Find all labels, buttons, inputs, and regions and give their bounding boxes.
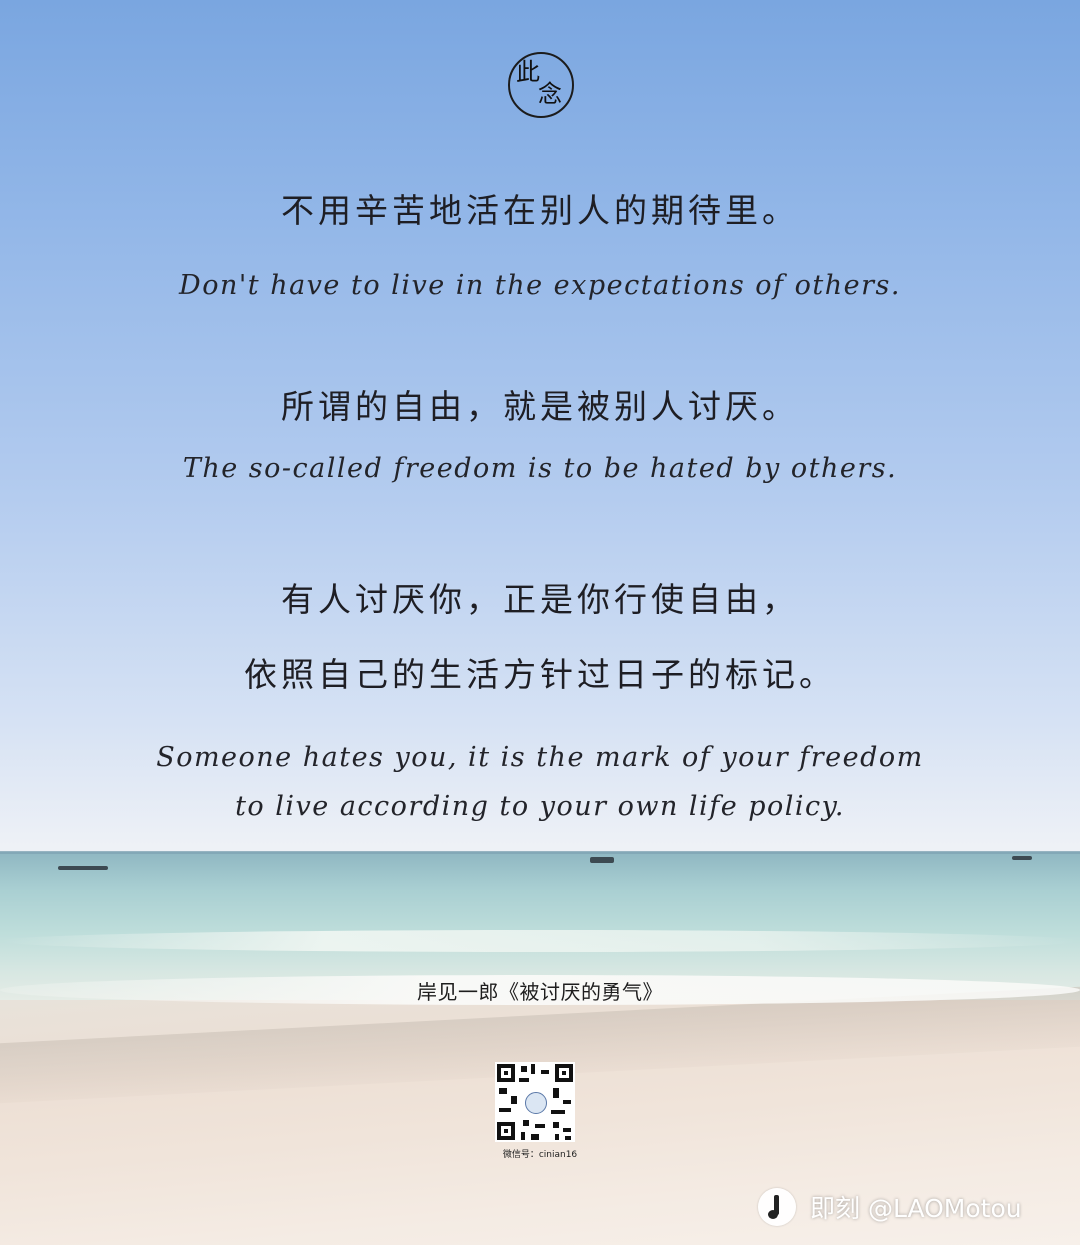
- qr-finder: [555, 1064, 573, 1082]
- book-credit: 岸见一郎《被讨厌的勇气》: [417, 980, 663, 1004]
- wechat-id-label: 微信号：cinian16: [502, 1150, 578, 1160]
- boat-right: [1012, 856, 1032, 860]
- quote-3-chinese-line-1: 有人讨厌你，正是你行使自由，: [281, 580, 799, 619]
- quote-1-english: Don't have to live in the expectations o…: [179, 270, 901, 301]
- wave: [0, 930, 1080, 952]
- jike-logo-icon: [758, 1188, 796, 1226]
- qr-finder: [497, 1064, 515, 1082]
- quote-1-chinese: 不用辛苦地活在别人的期待里。: [281, 191, 799, 230]
- quote-3-chinese-line-2: 依照自己的生活方针过日子的标记。: [244, 655, 836, 694]
- boat-center: [590, 857, 614, 863]
- quote-2-english: The so-called freedom is to be hated by …: [182, 453, 898, 484]
- qr-center-logo: [525, 1092, 547, 1114]
- quote-2-chinese: 所谓的自由，就是被别人讨厌。: [281, 387, 799, 426]
- wechat-qr-code: [495, 1062, 575, 1142]
- quote-3-english-line-1: Someone hates you, it is the mark of you…: [156, 742, 924, 773]
- logo-char-1: 此: [516, 58, 540, 86]
- quote-3-english-line-2: to live according to your own life polic…: [235, 791, 845, 822]
- horizon-line: [0, 851, 1080, 854]
- jike-watermark: 即刻 @LAOMotou: [758, 1185, 1022, 1229]
- watermark-text: 即刻 @LAOMotou: [810, 1194, 1022, 1223]
- logo-char-2: 念: [538, 80, 562, 108]
- shoreline-foam: [0, 975, 1080, 1005]
- boat-left: [58, 866, 108, 870]
- cinian-logo: 此 念: [508, 52, 574, 118]
- qr-finder: [497, 1122, 515, 1140]
